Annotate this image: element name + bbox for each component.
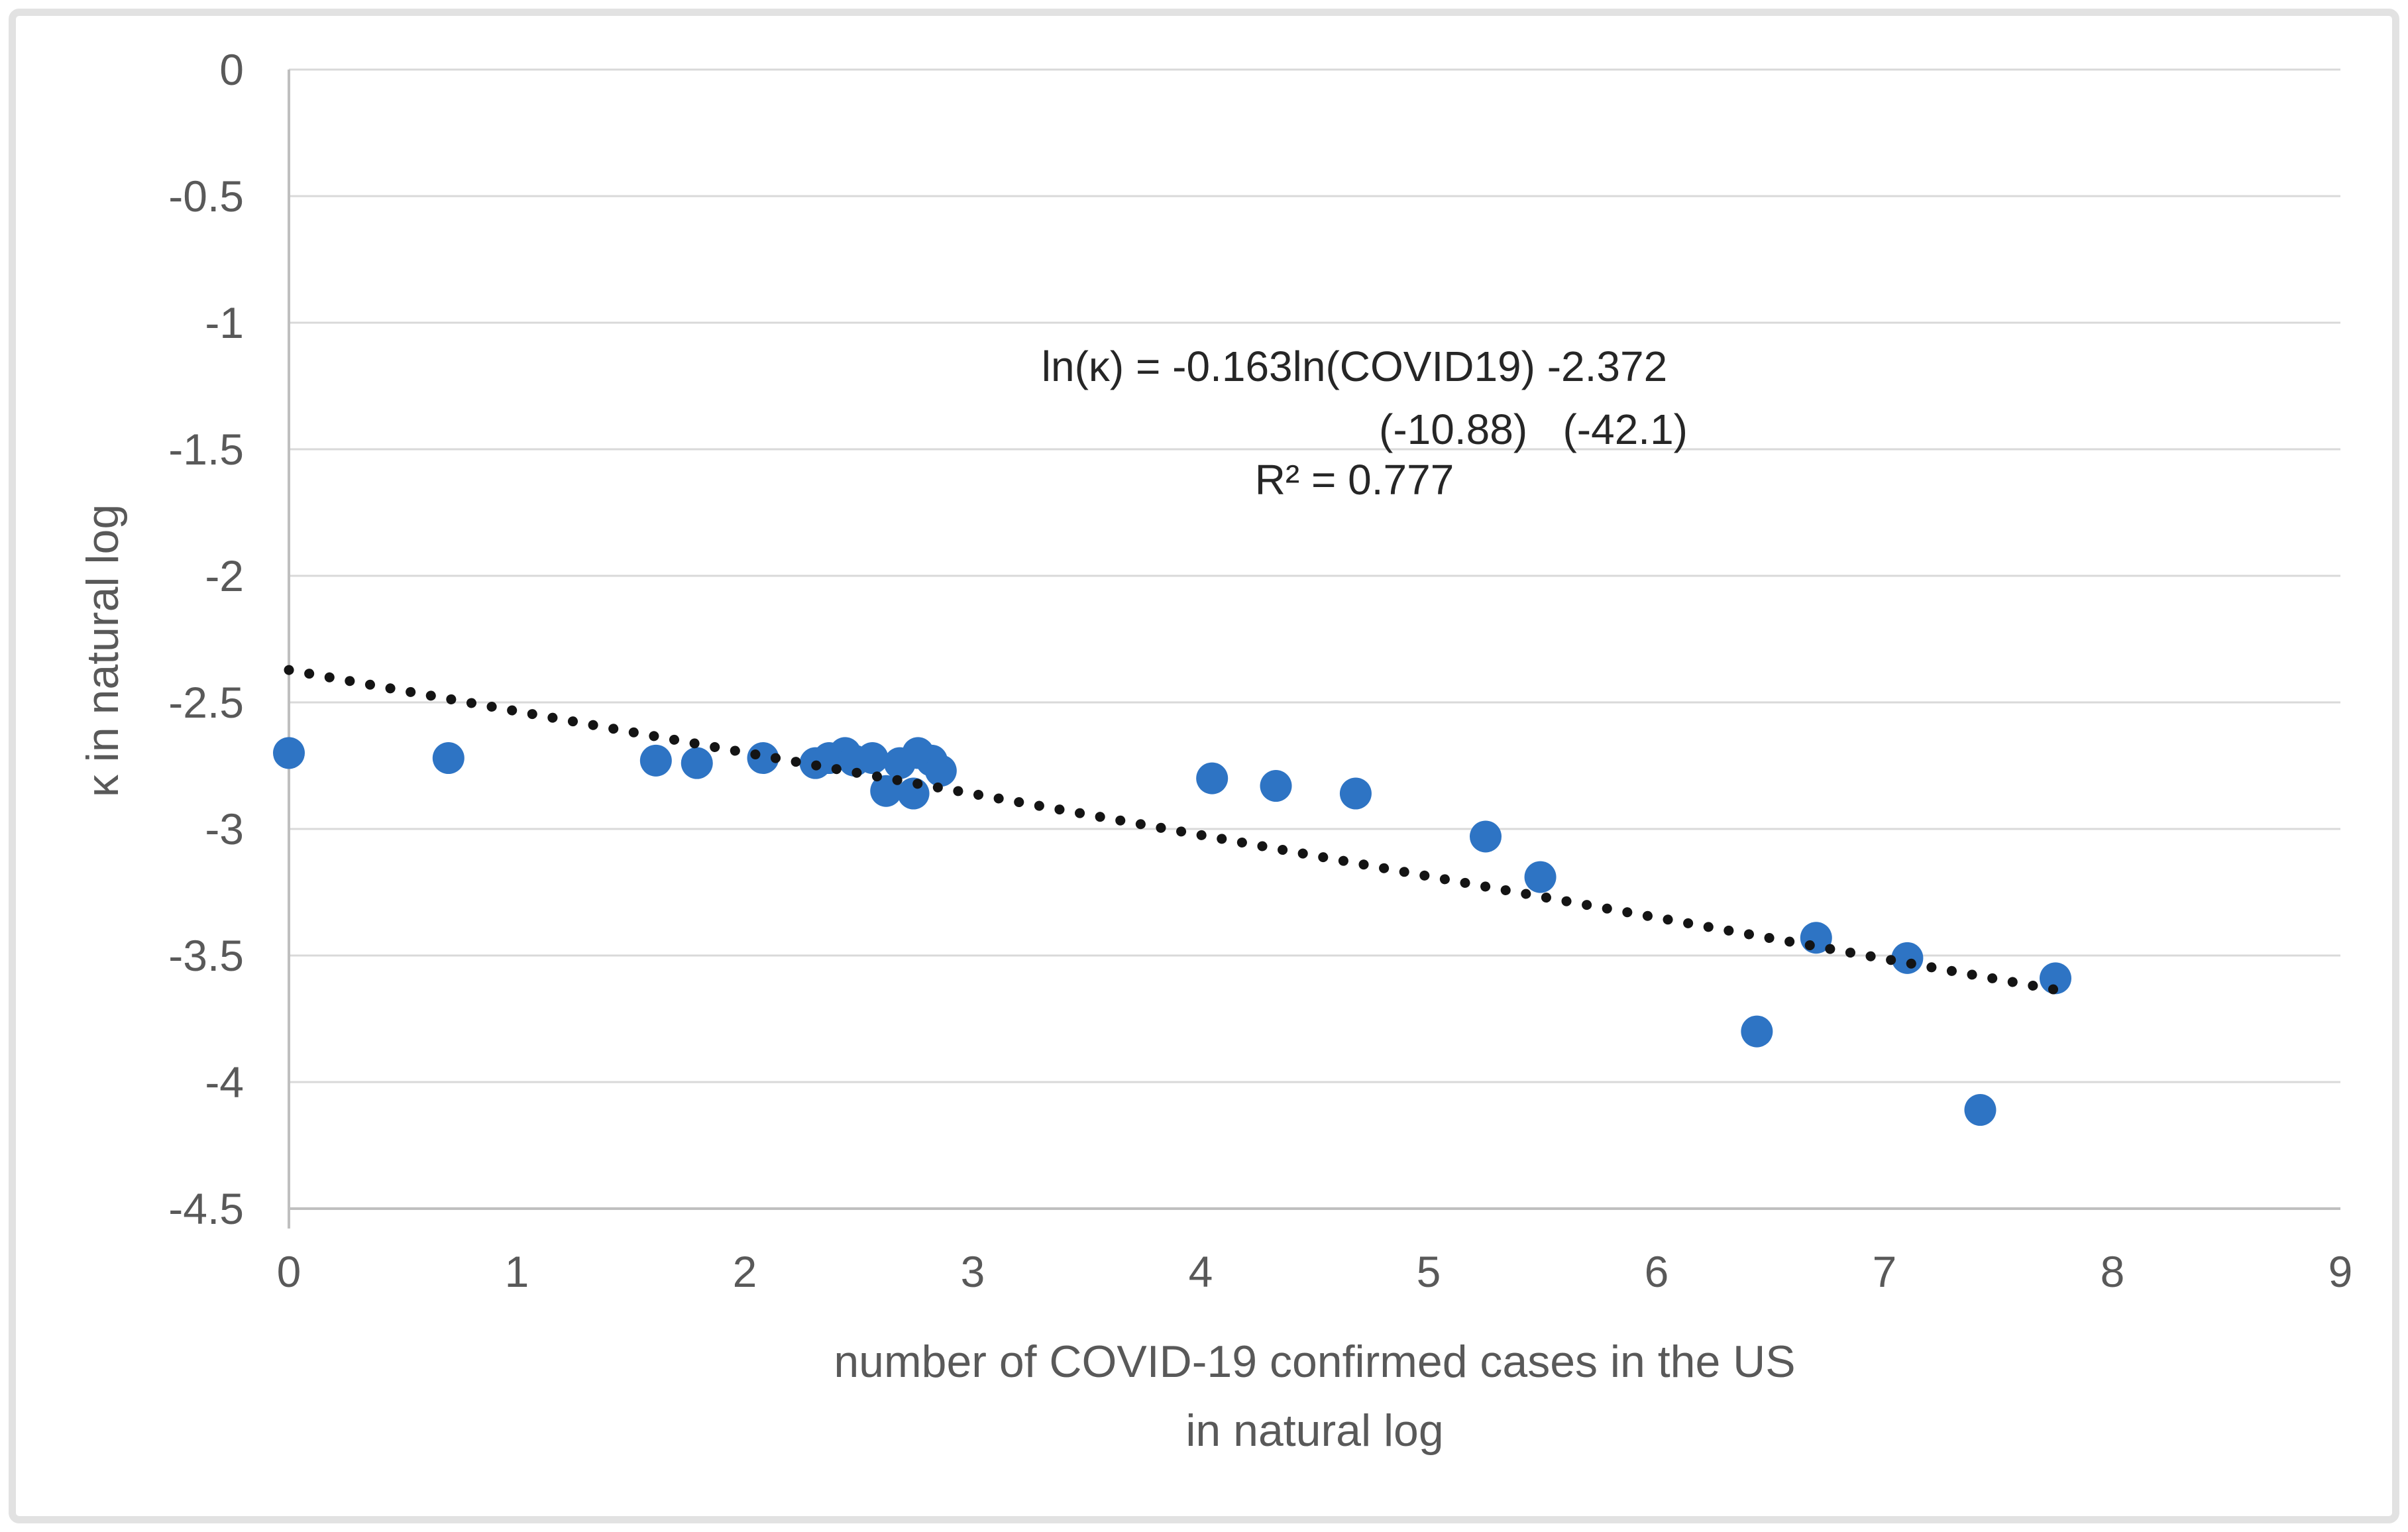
scatter-point — [273, 737, 305, 769]
y-tick-label: -3 — [205, 804, 244, 853]
x-tick-label: 0 — [277, 1247, 301, 1296]
trendline-dotted — [284, 665, 2067, 997]
scatter-point — [1964, 1094, 1997, 1126]
y-tick-label: -2 — [205, 551, 244, 600]
trendline — [284, 665, 2067, 997]
scatter-points — [273, 737, 2071, 1126]
regression-annotation: ln(κ) = -0.163ln(COVID19) -2.372 (-10.88… — [1042, 343, 1688, 504]
x-tick-label: 9 — [2328, 1247, 2353, 1296]
x-axis-tick-labels: 0 1 2 3 4 5 6 7 8 9 — [277, 1247, 2353, 1296]
y-tick-label: -3.5 — [168, 931, 244, 980]
x-tick-label: 1 — [505, 1247, 529, 1296]
x-tick-label: 8 — [2101, 1247, 2125, 1296]
scatter-point — [639, 744, 672, 777]
x-axis-title-line1: number of COVID-19 confirmed cases in th… — [834, 1337, 1795, 1387]
scatter-point — [1891, 942, 1924, 974]
y-tick-label: -1.5 — [168, 425, 244, 474]
x-tick-label: 6 — [1645, 1247, 1669, 1296]
y-tick-label: -1 — [205, 298, 244, 347]
axis-lines — [288, 70, 2340, 1229]
y-tick-label: 0 — [219, 45, 244, 94]
scatter-point — [432, 742, 465, 775]
scatter-point — [1339, 777, 1372, 810]
scatter-point — [1470, 820, 1502, 853]
y-tick-label: -0.5 — [168, 172, 244, 221]
regression-r-squared: R² = 0.777 — [1255, 456, 1454, 504]
y-tick-label: -4.5 — [168, 1184, 244, 1233]
scatter-point — [1196, 762, 1229, 794]
regression-equation: ln(κ) = -0.163ln(COVID19) -2.372 — [1042, 343, 1667, 390]
x-tick-label: 4 — [1189, 1247, 1213, 1296]
x-axis-title-line2: in natural log — [1185, 1405, 1443, 1456]
y-axis-title: κ in natural log — [78, 504, 128, 797]
scatter-point — [856, 742, 889, 775]
scatter-point — [681, 747, 713, 779]
x-tick-label: 5 — [1417, 1247, 1441, 1296]
gridlines — [289, 68, 2340, 1210]
scatter-point — [1524, 861, 1557, 893]
scatter-point — [1741, 1015, 1773, 1048]
scatter-point — [1260, 770, 1292, 802]
y-axis-tick-labels: 0 -0.5 -1 -1.5 -2 -2.5 -3 -3.5 -4 -4.5 — [168, 45, 244, 1233]
x-tick-label: 2 — [733, 1247, 757, 1296]
y-tick-label: -2.5 — [168, 678, 244, 727]
x-tick-label: 7 — [1873, 1247, 1897, 1296]
regression-t-statistics: (-10.88) (-42.1) — [1379, 406, 1688, 453]
scatter-point — [2040, 962, 2071, 995]
scatter-point — [924, 755, 957, 787]
x-tick-label: 3 — [961, 1247, 985, 1296]
y-tick-label: -4 — [205, 1058, 244, 1107]
